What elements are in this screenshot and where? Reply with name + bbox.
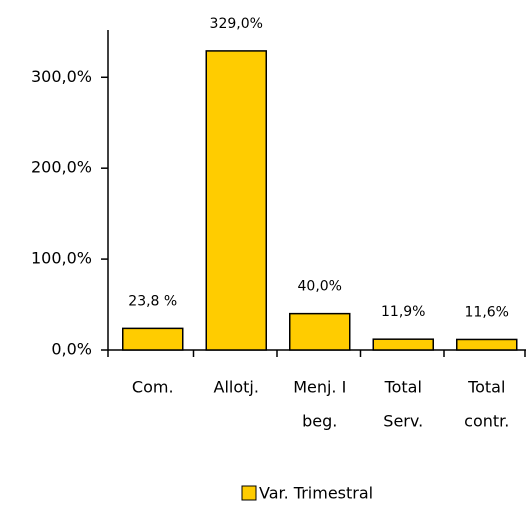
y-tick-label: 0,0%	[51, 340, 92, 359]
bar	[122, 327, 184, 351]
x-tick-label: Total	[384, 378, 422, 397]
value-label: 11,6%	[465, 304, 509, 320]
value-label: 23,8 %	[128, 293, 177, 309]
legend-swatch	[241, 485, 257, 501]
value-label: 40,0%	[298, 279, 342, 295]
x-tick-label: Com.	[132, 378, 174, 397]
x-tick-label: Menj. I	[293, 378, 346, 397]
x-tick-label: beg.	[302, 412, 337, 431]
y-tick-label: 200,0%	[31, 158, 92, 177]
bar	[205, 50, 267, 351]
x-tick-label: Allotj.	[214, 378, 259, 397]
x-tick-label: Total	[467, 378, 505, 397]
x-tick-label: contr.	[464, 412, 509, 431]
bar	[456, 338, 518, 351]
legend-label: Var. Trimestral	[259, 484, 373, 503]
value-label: 11,9%	[381, 304, 425, 320]
value-label: 329,0%	[210, 16, 263, 32]
y-tick-label: 300,0%	[31, 67, 92, 86]
bar	[289, 312, 351, 351]
bar	[372, 338, 434, 351]
x-tick-label: Serv.	[383, 412, 423, 431]
y-tick-label: 100,0%	[31, 249, 92, 268]
